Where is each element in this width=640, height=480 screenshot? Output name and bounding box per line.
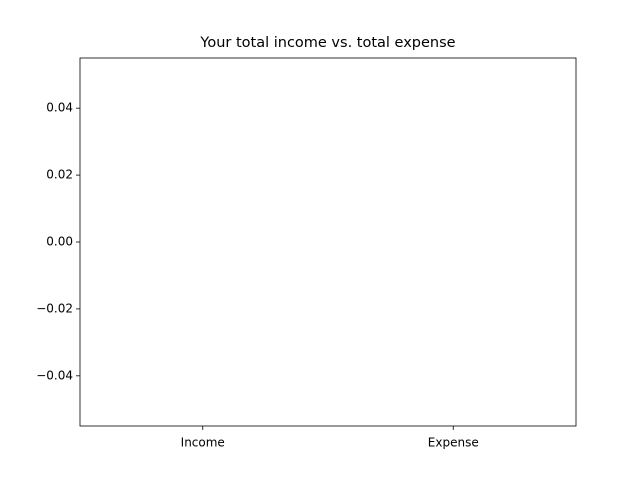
- chart-title: Your total income vs. total expense: [199, 35, 455, 51]
- y-tick-label: −0.04: [36, 368, 73, 382]
- y-tick-label: −0.02: [36, 301, 73, 315]
- y-tick-label: 0.04: [46, 101, 73, 115]
- y-tick-label: 0.00: [46, 235, 73, 249]
- x-tick-label: Expense: [428, 436, 479, 450]
- x-tick-label: Income: [181, 436, 225, 450]
- y-tick-label: 0.02: [46, 168, 73, 182]
- plot-frame: [79, 57, 577, 427]
